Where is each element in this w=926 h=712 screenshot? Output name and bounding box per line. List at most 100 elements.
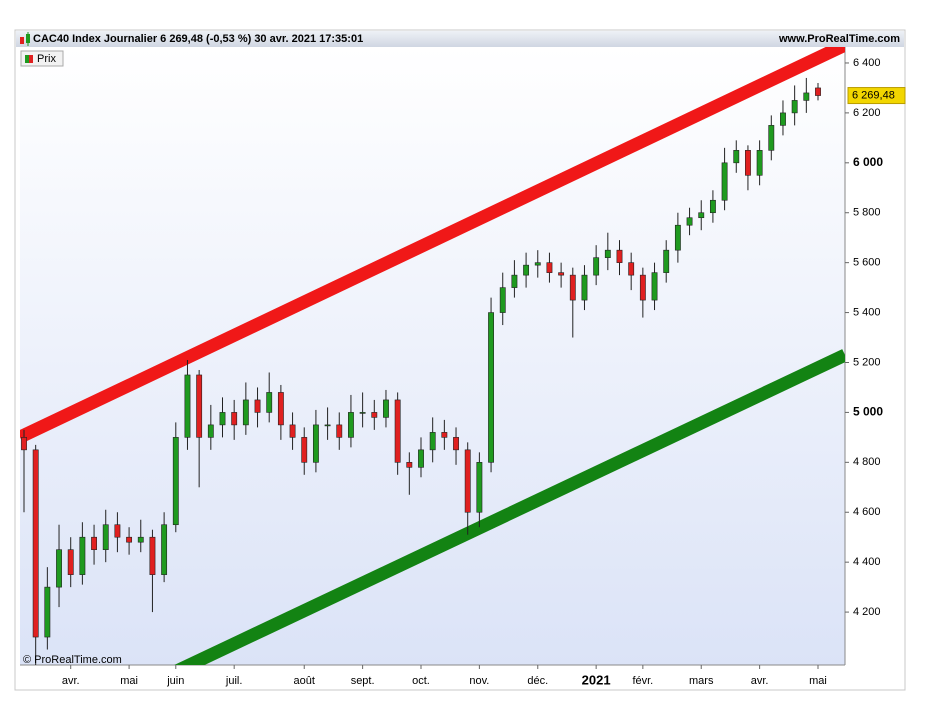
x-tick-label: avr. [751, 675, 769, 687]
candle-body [79, 536, 86, 575]
plot [20, 47, 845, 665]
candle-body [651, 272, 658, 301]
candle-body [348, 412, 354, 438]
x-tick-label: oct. [412, 675, 430, 687]
candle-body [639, 274, 646, 301]
candle-body [441, 432, 448, 438]
x-tick-label: 2021 [582, 672, 611, 687]
last-price-label: 6 269,48 [852, 89, 895, 101]
candle-body [429, 432, 436, 451]
candle-body [698, 212, 705, 219]
candle-body [523, 264, 530, 276]
last-price-box [847, 87, 906, 105]
candle-body [499, 287, 506, 313]
candle-body [628, 262, 635, 276]
candle-body [242, 399, 249, 426]
header-icon [20, 32, 30, 46]
candle-body [418, 449, 424, 468]
legend-label: Prix [37, 53, 56, 65]
candle-body [406, 462, 413, 468]
candle-body [709, 199, 716, 214]
candle-body [336, 424, 343, 438]
candle-body [371, 412, 378, 418]
candle-body [674, 224, 681, 251]
candle-body [394, 399, 401, 463]
candle-body [558, 272, 565, 276]
candle-body [149, 536, 156, 575]
x-tick-label: mai [809, 675, 827, 687]
candle-body [791, 100, 798, 114]
y-tick-label: 4 200 [853, 606, 881, 618]
candle-body [91, 536, 97, 550]
candle-body [32, 449, 39, 638]
y-tick-label: 5 200 [853, 356, 881, 368]
plot-area [20, 47, 845, 665]
candle-body [803, 92, 810, 101]
x-tick-label: juin [166, 675, 184, 687]
y-tick-label: 4 800 [853, 456, 881, 468]
candle-body [663, 249, 670, 273]
trend-line [174, 349, 845, 665]
y-tick-label: 5 600 [853, 257, 881, 269]
header-bar [16, 31, 904, 47]
source-link[interactable]: www.ProRealTime.com [778, 33, 900, 45]
candle-body [780, 112, 786, 126]
x-tick-label: mai [120, 675, 138, 687]
y-tick-label: 4 400 [853, 556, 881, 568]
candle-body [383, 399, 389, 418]
watermark: © ProRealTime.com [23, 654, 122, 666]
candle-body [546, 262, 553, 273]
candle-body [581, 274, 588, 301]
candle-body [745, 150, 751, 176]
y-tick-label: 6 000 [853, 155, 883, 169]
candle-body [161, 524, 168, 575]
candle-body [476, 462, 483, 513]
chart-title: CAC40 Index Journalier 6 269,48 (-0,53 %… [33, 33, 363, 45]
candle-body [815, 87, 821, 96]
x-tick-label: juil. [225, 675, 243, 687]
candle-body [219, 412, 226, 426]
candle-body [289, 424, 296, 438]
x-tick-label: août [294, 675, 315, 687]
x-tick-label: sept. [351, 675, 375, 687]
candle-body [207, 424, 214, 438]
y-tick-label: 6 400 [853, 57, 881, 69]
candle-body [254, 399, 261, 413]
candle-body [511, 274, 518, 288]
candle-body [756, 150, 763, 176]
y-tick-label: 4 600 [853, 506, 881, 518]
candle-body [569, 274, 576, 301]
candle-body [453, 437, 459, 451]
candle-body [44, 586, 51, 638]
x-tick-label: mars [689, 675, 714, 687]
candle-body [21, 437, 27, 451]
candle-body [277, 392, 284, 426]
candle-body [768, 125, 775, 151]
x-tick-label: nov. [469, 675, 489, 687]
candle-body [184, 374, 191, 438]
candle-body [616, 249, 623, 263]
x-tick-label: déc. [527, 675, 548, 687]
candle-body [604, 249, 611, 258]
candle-body [114, 524, 121, 538]
candle-body [126, 536, 133, 543]
candle-body [301, 437, 308, 463]
y-tick-label: 5 000 [853, 405, 883, 419]
candle-body [721, 162, 728, 201]
legend-swatch [25, 55, 29, 63]
candle-body [196, 374, 203, 438]
y-tick-label: 5 400 [853, 306, 881, 318]
candle-body [56, 549, 62, 588]
candle-body [102, 524, 109, 550]
candle-body [686, 217, 693, 226]
candle-body [534, 262, 541, 266]
x-tick-label: avr. [62, 675, 80, 687]
candle-body [488, 312, 494, 463]
candle-body [593, 257, 600, 276]
candle-body [67, 549, 74, 575]
candle-body [359, 412, 366, 414]
candle-body [172, 437, 179, 526]
candle-body [324, 424, 331, 427]
candle-body [266, 392, 273, 413]
